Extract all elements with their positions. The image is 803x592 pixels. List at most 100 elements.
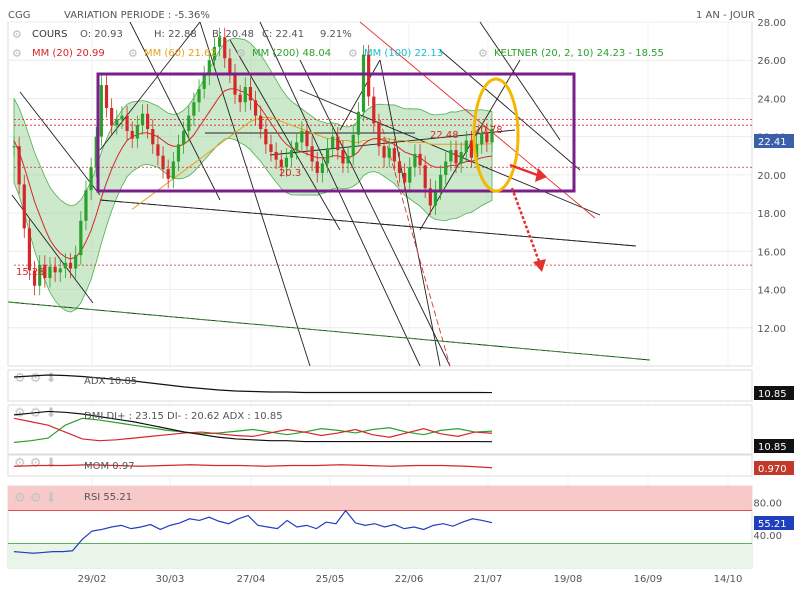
settings-gear-icon[interactable]: ⚙ xyxy=(478,47,488,60)
x-tick-label: 19/08 xyxy=(554,574,583,585)
candle-body xyxy=(156,144,160,156)
candle-body xyxy=(418,153,422,166)
trend-line xyxy=(479,21,561,141)
price-annotation: 20.78 xyxy=(474,125,503,136)
x-tick-label: 25/05 xyxy=(316,574,345,585)
candle-body xyxy=(217,37,222,47)
indicator-line xyxy=(13,374,493,394)
rsi-tick-label: 40.00 xyxy=(753,531,782,542)
candle-body xyxy=(382,146,386,158)
candle-body xyxy=(68,262,73,269)
close-label: C: 22.41 xyxy=(262,29,305,40)
candle-body xyxy=(115,119,119,126)
candle-body xyxy=(295,142,299,151)
variation-label: VARIATION PERIODE : -5.36% xyxy=(64,10,210,21)
candle-body xyxy=(397,161,402,173)
rsi-oversold-band xyxy=(8,543,752,568)
candle-body xyxy=(253,100,258,116)
candle-body xyxy=(151,129,155,145)
candle-body xyxy=(408,167,412,183)
settings-gear-icon[interactable]: ⚙ xyxy=(348,47,358,60)
arrow-shaft xyxy=(510,187,542,265)
candle-body xyxy=(300,130,304,143)
mm100-legend[interactable]: MM (100) 22.13 xyxy=(364,48,444,59)
candle-body xyxy=(315,161,319,173)
mm60-legend[interactable]: MM (60) 21.62 xyxy=(144,48,217,59)
candle-body xyxy=(89,167,93,191)
candle-body xyxy=(125,115,129,131)
candle-body xyxy=(444,161,448,175)
indicator-value-box xyxy=(754,439,794,453)
candle-body xyxy=(310,146,314,162)
last-price-value: 22.41 xyxy=(758,137,787,148)
candle-body xyxy=(474,144,479,158)
adx-label: ADX 10.85 xyxy=(84,376,138,387)
rsi-overbought-band xyxy=(8,486,752,511)
settings-gear-icon[interactable]: ⚙ xyxy=(12,47,22,60)
y-tick-label: 24.00 xyxy=(757,94,786,105)
indicator-toolbar-icon: ⚙ ⚙ ⬇ xyxy=(14,491,56,506)
indicator-value-box xyxy=(754,516,794,530)
candle-body xyxy=(202,75,206,89)
candle-body xyxy=(166,169,170,179)
candle-body xyxy=(192,102,196,116)
arrow-head xyxy=(533,259,546,272)
candle-body xyxy=(207,60,211,76)
candle-body xyxy=(423,165,427,189)
candle-body xyxy=(53,266,57,273)
settings-gear-icon[interactable]: ⚙ xyxy=(236,47,246,60)
candle-body xyxy=(269,144,273,152)
candle-body xyxy=(259,115,263,130)
candle-body xyxy=(130,130,134,139)
candle-body xyxy=(120,115,124,120)
indicator-toolbar-icon: ⚙ ⚙ ⬇ xyxy=(14,406,56,421)
candle-body xyxy=(171,161,175,179)
candle-body xyxy=(361,54,366,112)
candle-body xyxy=(387,148,391,158)
change-label: 9.21% xyxy=(320,29,352,40)
price-panel-frame xyxy=(7,21,753,367)
indicator-line xyxy=(13,410,493,443)
trend-line xyxy=(379,59,441,367)
indicator-line xyxy=(13,464,493,469)
candle-body xyxy=(372,96,376,124)
period-label: 1 AN - JOUR xyxy=(696,10,755,21)
trend-line xyxy=(359,21,596,219)
mm20-legend[interactable]: MM (20) 20.99 xyxy=(32,48,105,59)
y-tick-label: 12.00 xyxy=(757,324,786,335)
indicator-toolbar-icon: ⚙ ⚙ ⬇ xyxy=(14,456,56,471)
rsi-label: RSI 55.21 xyxy=(84,492,133,503)
settings-gear-icon[interactable]: ⚙ xyxy=(128,47,138,60)
candle-body xyxy=(367,54,371,97)
candle-body xyxy=(94,136,98,168)
price-panel: 15.28 22.48 20.78 20.3 xyxy=(7,21,752,367)
trend-line xyxy=(129,21,221,201)
mm200-legend[interactable]: MM (200) 48.04 xyxy=(252,48,332,59)
candle-body xyxy=(84,190,88,221)
y-tick-label: 16.00 xyxy=(757,247,786,258)
candle-body xyxy=(320,163,324,173)
dmi-label: DMI DI+ : 23.15 DI- : 20.62 ADX : 10.85 xyxy=(84,411,283,422)
indicator-frame xyxy=(7,404,753,455)
indicator-line xyxy=(13,417,493,442)
settings-gear-icon[interactable]: ⚙ xyxy=(12,28,22,41)
candle-body xyxy=(233,73,237,95)
trend-line xyxy=(229,39,341,231)
indicator-toolbar-icon: ⚙ ⚙ ⬇ xyxy=(14,371,56,386)
indicator-value-box xyxy=(754,386,794,400)
candle-body xyxy=(182,130,186,145)
candle-body xyxy=(439,174,443,191)
candle-body xyxy=(99,85,103,137)
trend-line xyxy=(19,91,101,196)
keltner-legend[interactable]: KELTNER (20, 2, 10) 24.23 - 18.55 xyxy=(494,48,664,59)
candle-body xyxy=(79,220,83,256)
x-tick-label: 30/03 xyxy=(156,574,185,585)
axes: 12.0014.0016.0018.0020.0022.0024.0026.00… xyxy=(78,18,794,585)
indicator-value: 10.85 xyxy=(758,389,787,400)
candle-body xyxy=(279,159,283,168)
candle-body xyxy=(433,190,438,206)
highlight-ellipse xyxy=(472,77,520,193)
x-tick-label: 29/02 xyxy=(78,574,107,585)
candle-body xyxy=(27,228,32,271)
